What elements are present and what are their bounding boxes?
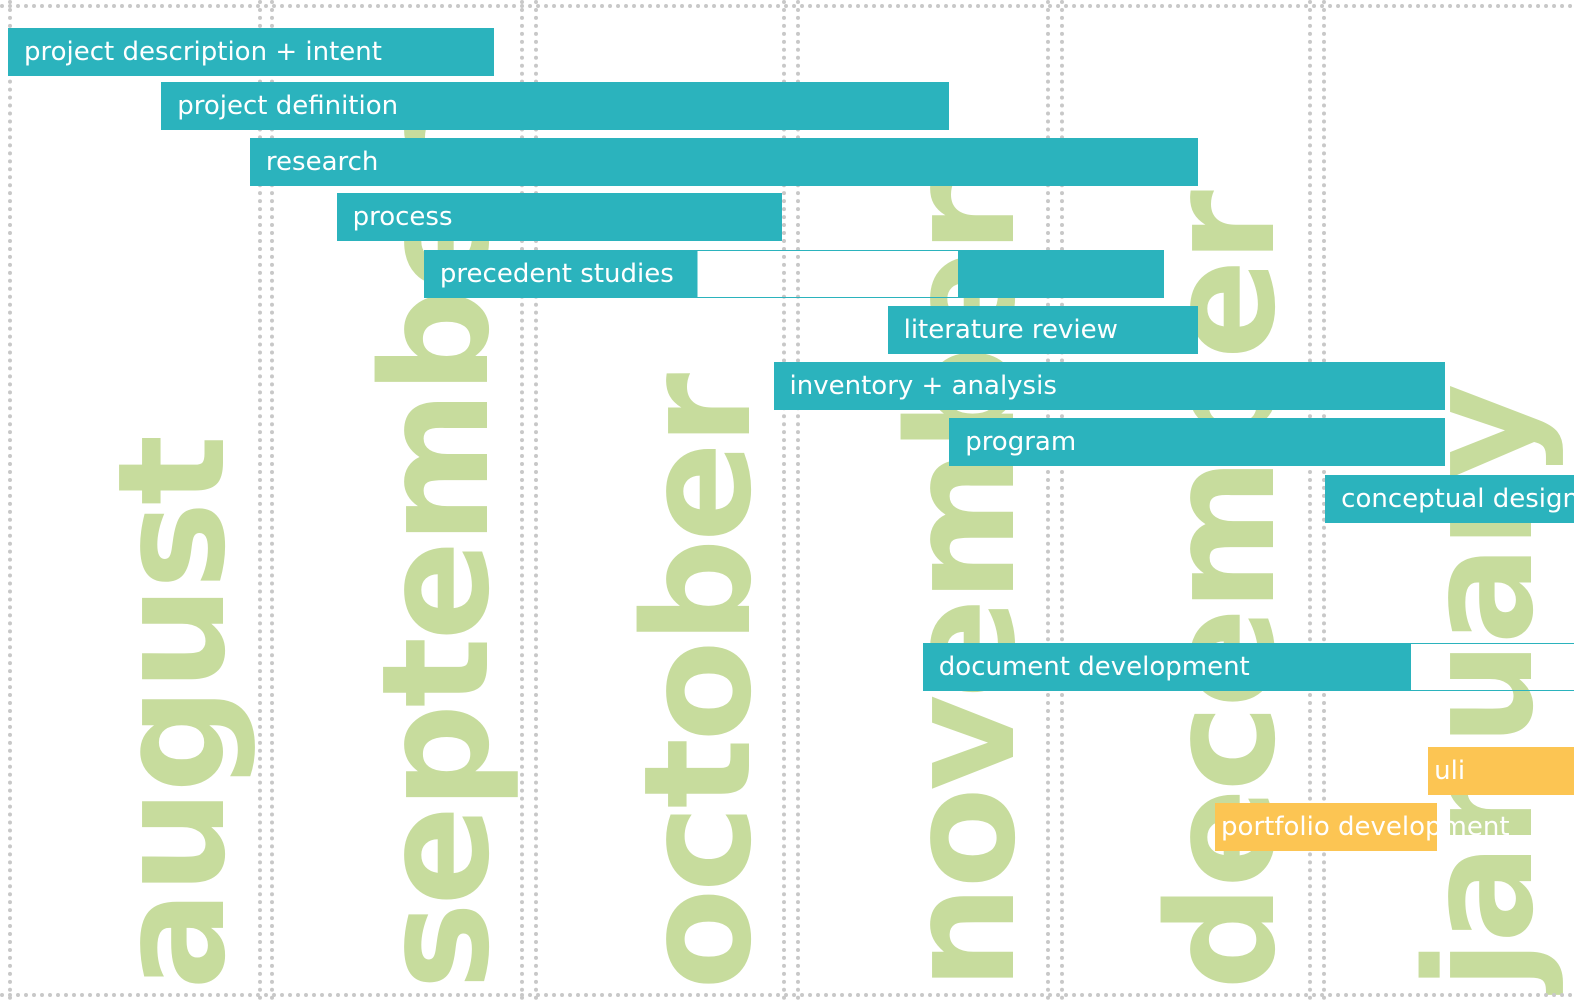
top-gridline: [0, 4, 1574, 8]
month-label-october: october: [612, 376, 784, 990]
task-bar: [336, 193, 782, 241]
month-divider-gridline: [270, 0, 274, 1001]
task-bar: [887, 306, 1199, 354]
task-bar: [922, 643, 1411, 691]
left-gridline: [8, 0, 12, 1001]
task-label: document development: [938, 652, 1250, 682]
task-bar: [423, 250, 1165, 298]
month-divider-gridline: [1322, 0, 1326, 1001]
task-label: program: [965, 427, 1077, 457]
task-bar: [8, 28, 494, 76]
task-bar: [249, 138, 1199, 186]
bottom-gridline: [0, 993, 1574, 997]
month-label-august: august: [86, 438, 258, 990]
month-divider-gridline: [1308, 0, 1312, 1001]
month-divider-gridline: [782, 0, 786, 1001]
task-bar: [1428, 747, 1574, 795]
month-divider-gridline: [796, 0, 800, 1001]
task-bar: [773, 362, 1446, 410]
task-label: literature review: [903, 315, 1118, 345]
task-bar: [161, 82, 950, 130]
month-divider-gridline: [520, 0, 524, 1001]
month-divider-gridline: [1046, 0, 1050, 1001]
task-label: research: [265, 147, 379, 177]
task-bar-outline: [1402, 643, 1574, 691]
month-divider-gridline: [258, 0, 262, 1001]
task-label: project description + intent: [24, 37, 382, 67]
month-divider-gridline: [534, 0, 538, 1001]
task-label: precedent studies: [439, 259, 674, 289]
task-label: inventory + analysis: [789, 371, 1057, 401]
task-label: process: [352, 202, 453, 232]
month-divider-gridline: [1060, 0, 1064, 1001]
task-label: project definition: [177, 91, 399, 121]
task-label: uli: [1434, 756, 1466, 786]
task-label: conceptual design: [1341, 484, 1574, 514]
task-bar: [1215, 803, 1437, 851]
task-bar: [949, 418, 1446, 466]
task-label: portfolio development: [1221, 812, 1510, 842]
task-bar: [1325, 475, 1574, 523]
